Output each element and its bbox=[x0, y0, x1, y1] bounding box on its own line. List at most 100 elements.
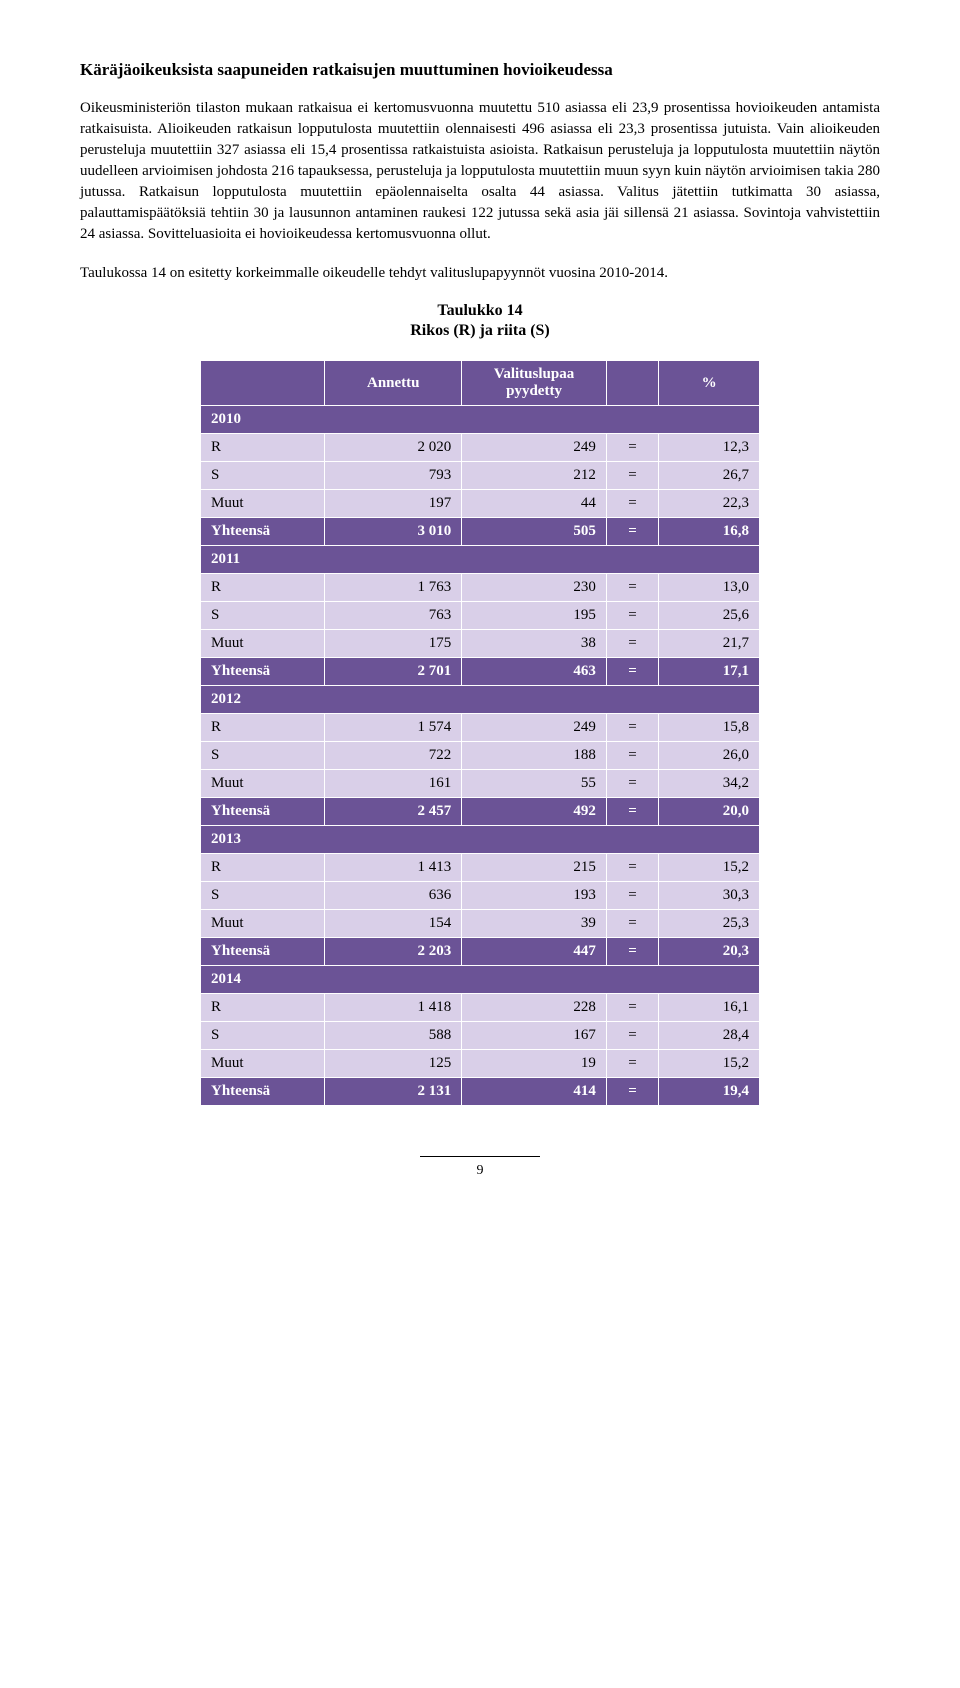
col-eq bbox=[606, 361, 658, 406]
total-eq: = bbox=[606, 1078, 658, 1106]
row-label: Muut bbox=[201, 630, 325, 658]
row-pct: 25,6 bbox=[659, 602, 760, 630]
row-pct: 15,2 bbox=[659, 854, 760, 882]
table-row: R2 020249=12,3 bbox=[201, 434, 760, 462]
total-pyydetty: 492 bbox=[462, 798, 607, 826]
total-pyydetty: 505 bbox=[462, 518, 607, 546]
total-eq: = bbox=[606, 938, 658, 966]
row-eq: = bbox=[606, 602, 658, 630]
row-eq: = bbox=[606, 434, 658, 462]
page-number: 9 bbox=[80, 1156, 880, 1179]
row-pct: 30,3 bbox=[659, 882, 760, 910]
row-eq: = bbox=[606, 462, 658, 490]
row-eq: = bbox=[606, 910, 658, 938]
table-row: Muut15439=25,3 bbox=[201, 910, 760, 938]
table-subtitle: Rikos (R) ja riita (S) bbox=[80, 322, 880, 340]
row-pyydetty: 188 bbox=[462, 742, 607, 770]
year-cell: 2013 bbox=[201, 826, 760, 854]
total-label: Yhteensä bbox=[201, 1078, 325, 1106]
table-row: R1 763230=13,0 bbox=[201, 574, 760, 602]
row-eq: = bbox=[606, 714, 658, 742]
row-pct: 22,3 bbox=[659, 490, 760, 518]
year-cell: 2011 bbox=[201, 546, 760, 574]
row-pyydetty: 38 bbox=[462, 630, 607, 658]
row-eq: = bbox=[606, 882, 658, 910]
row-pct: 26,7 bbox=[659, 462, 760, 490]
row-annettu: 636 bbox=[325, 882, 462, 910]
table-row: Muut17538=21,7 bbox=[201, 630, 760, 658]
row-annettu: 1 574 bbox=[325, 714, 462, 742]
total-label: Yhteensä bbox=[201, 518, 325, 546]
row-pct: 12,3 bbox=[659, 434, 760, 462]
row-eq: = bbox=[606, 490, 658, 518]
appeals-table: Annettu Valituslupaa pyydetty % 2010R2 0… bbox=[200, 360, 760, 1106]
col-annettu: Annettu bbox=[325, 361, 462, 406]
row-eq: = bbox=[606, 770, 658, 798]
row-label: R bbox=[201, 574, 325, 602]
row-label: Muut bbox=[201, 1050, 325, 1078]
year-row: 2012 bbox=[201, 686, 760, 714]
row-annettu: 1 763 bbox=[325, 574, 462, 602]
total-pyydetty: 414 bbox=[462, 1078, 607, 1106]
row-annettu: 197 bbox=[325, 490, 462, 518]
row-label: R bbox=[201, 854, 325, 882]
total-row: Yhteensä2 701463=17,1 bbox=[201, 658, 760, 686]
body-paragraph: Taulukossa 14 on esitetty korkeimmalle o… bbox=[80, 263, 880, 284]
table-title: Taulukko 14 bbox=[80, 302, 880, 320]
row-eq: = bbox=[606, 994, 658, 1022]
row-eq: = bbox=[606, 574, 658, 602]
table-row: S588167=28,4 bbox=[201, 1022, 760, 1050]
total-pct: 19,4 bbox=[659, 1078, 760, 1106]
year-cell: 2014 bbox=[201, 966, 760, 994]
table-row: Muut12519=15,2 bbox=[201, 1050, 760, 1078]
total-annettu: 2 131 bbox=[325, 1078, 462, 1106]
year-row: 2011 bbox=[201, 546, 760, 574]
total-pct: 16,8 bbox=[659, 518, 760, 546]
year-cell: 2010 bbox=[201, 406, 760, 434]
total-eq: = bbox=[606, 518, 658, 546]
total-row: Yhteensä2 203447=20,3 bbox=[201, 938, 760, 966]
row-eq: = bbox=[606, 630, 658, 658]
table-row: Muut19744=22,3 bbox=[201, 490, 760, 518]
row-pyydetty: 230 bbox=[462, 574, 607, 602]
total-annettu: 2 457 bbox=[325, 798, 462, 826]
body-paragraph: Oikeusministeriön tilaston mukaan ratkai… bbox=[80, 98, 880, 245]
row-pyydetty: 193 bbox=[462, 882, 607, 910]
row-eq: = bbox=[606, 854, 658, 882]
total-pyydetty: 463 bbox=[462, 658, 607, 686]
total-annettu: 3 010 bbox=[325, 518, 462, 546]
total-annettu: 2 203 bbox=[325, 938, 462, 966]
row-annettu: 793 bbox=[325, 462, 462, 490]
row-label: Muut bbox=[201, 490, 325, 518]
row-label: Muut bbox=[201, 770, 325, 798]
table-row: R1 418228=16,1 bbox=[201, 994, 760, 1022]
row-pct: 15,8 bbox=[659, 714, 760, 742]
year-row: 2010 bbox=[201, 406, 760, 434]
row-pct: 16,1 bbox=[659, 994, 760, 1022]
row-label: Muut bbox=[201, 910, 325, 938]
row-annettu: 1 418 bbox=[325, 994, 462, 1022]
row-pct: 26,0 bbox=[659, 742, 760, 770]
table-row: S636193=30,3 bbox=[201, 882, 760, 910]
row-label: S bbox=[201, 742, 325, 770]
table-row: S722188=26,0 bbox=[201, 742, 760, 770]
total-label: Yhteensä bbox=[201, 938, 325, 966]
row-pyydetty: 55 bbox=[462, 770, 607, 798]
row-label: S bbox=[201, 602, 325, 630]
total-row: Yhteensä3 010505=16,8 bbox=[201, 518, 760, 546]
year-cell: 2012 bbox=[201, 686, 760, 714]
row-pyydetty: 215 bbox=[462, 854, 607, 882]
table-header-row: Annettu Valituslupaa pyydetty % bbox=[201, 361, 760, 406]
row-pyydetty: 19 bbox=[462, 1050, 607, 1078]
row-annettu: 2 020 bbox=[325, 434, 462, 462]
row-pyydetty: 167 bbox=[462, 1022, 607, 1050]
col-pct: % bbox=[659, 361, 760, 406]
row-annettu: 125 bbox=[325, 1050, 462, 1078]
total-label: Yhteensä bbox=[201, 658, 325, 686]
row-pyydetty: 212 bbox=[462, 462, 607, 490]
col-valituslupaa: Valituslupaa pyydetty bbox=[462, 361, 607, 406]
row-eq: = bbox=[606, 1022, 658, 1050]
total-eq: = bbox=[606, 658, 658, 686]
row-label: R bbox=[201, 994, 325, 1022]
year-row: 2014 bbox=[201, 966, 760, 994]
